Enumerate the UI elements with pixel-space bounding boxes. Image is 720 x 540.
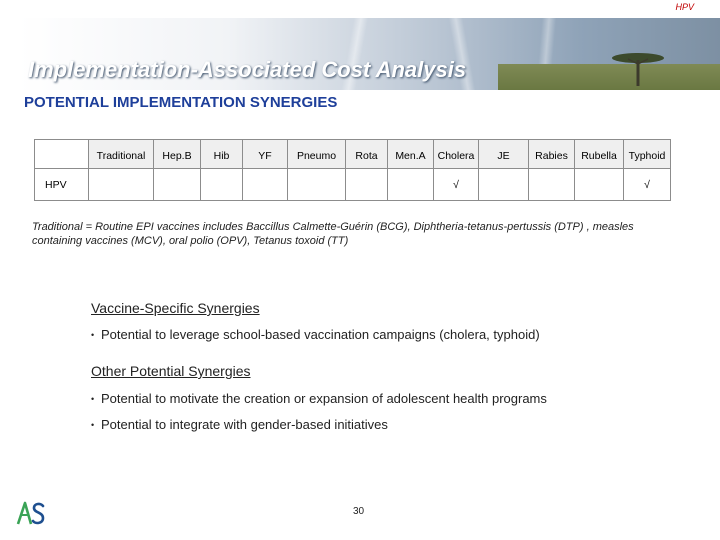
page-subtitle: POTENTIAL IMPLEMENTATION SYNERGIES [24,94,338,111]
as-logo [16,501,45,525]
banner-grassland [498,64,720,90]
table-cell [200,168,243,201]
table-cell [387,168,434,201]
bullet-glyph: • [91,394,95,404]
synergies-table: Traditional Hep.B Hib YF Pneumo Rota Men… [34,139,671,201]
column-header: Rota [345,139,388,169]
column-header: YF [242,139,288,169]
table-cell [345,168,388,201]
bullet-text: Potential to motivate the creation or ex… [101,391,547,406]
table-cell [287,168,346,201]
table-cell [528,168,575,201]
bullet-glyph: • [91,330,95,340]
column-header: Typhoid [623,139,671,169]
column-header: Rabies [528,139,575,169]
table-header-row: Traditional Hep.B Hib YF Pneumo Rota Men… [34,139,671,169]
section-heading-other: Other Potential Synergies [91,363,251,379]
column-header: JE [478,139,529,169]
column-header: Rubella [574,139,624,169]
bullet-text: Potential to leverage school-based vacci… [101,327,540,342]
section-heading-vaccine-specific: Vaccine-Specific Synergies [91,300,260,316]
bullet-item: • Potential to integrate with gender-base… [91,417,388,432]
column-header: Cholera [433,139,479,169]
table-corner-cell [34,139,89,169]
bullet-item: • Potential to leverage school-based vacc… [91,327,540,342]
bullet-glyph: • [91,420,95,430]
header-tag: HPV [675,2,694,12]
column-header: Hep.B [153,139,201,169]
table-cell [574,168,624,201]
column-header: Pneumo [287,139,346,169]
acacia-tree-icon [612,53,664,86]
table-row: HPV √ √ [34,168,671,201]
row-label: HPV [34,168,89,201]
table-cell: √ [433,168,479,201]
table-footnote: Traditional = Routine EPI vaccines inclu… [32,221,634,247]
column-header: Men.A [387,139,434,169]
bullet-item: • Potential to motivate the creation or e… [91,391,547,406]
column-header: Traditional [88,139,154,169]
table-cell [88,168,154,201]
title-banner [18,18,720,90]
page-title: Implementation-Associated Cost Analysis [28,57,467,82]
table-cell [153,168,201,201]
page-number: 30 [353,506,365,517]
bullet-text: Potential to integrate with gender-based… [101,417,388,432]
table-cell [242,168,288,201]
column-header: Hib [200,139,243,169]
table-cell [478,168,529,201]
table-cell: √ [623,168,671,201]
